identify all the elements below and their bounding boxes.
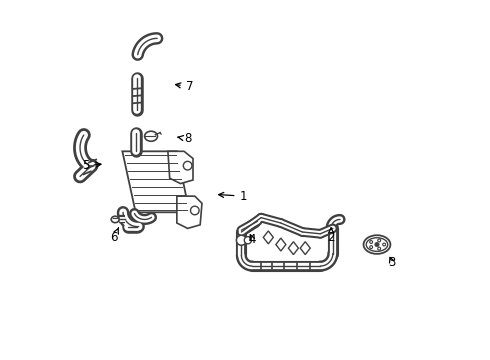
Text: 2: 2 — [327, 228, 335, 244]
Polygon shape — [300, 242, 310, 255]
Circle shape — [378, 247, 381, 250]
Circle shape — [245, 237, 251, 244]
Text: 1: 1 — [219, 190, 247, 203]
Text: 8: 8 — [178, 132, 191, 145]
Circle shape — [191, 206, 199, 215]
Text: 6: 6 — [110, 228, 119, 244]
Circle shape — [375, 242, 379, 247]
Ellipse shape — [364, 235, 391, 254]
Circle shape — [370, 246, 372, 248]
Polygon shape — [122, 151, 190, 212]
Polygon shape — [168, 151, 193, 184]
Polygon shape — [263, 231, 273, 244]
Text: 5: 5 — [82, 159, 101, 172]
Text: 3: 3 — [389, 256, 396, 269]
Circle shape — [236, 235, 246, 245]
Polygon shape — [177, 196, 202, 228]
Polygon shape — [276, 238, 286, 251]
Circle shape — [378, 239, 381, 242]
Ellipse shape — [111, 216, 119, 223]
Circle shape — [183, 161, 192, 170]
Polygon shape — [289, 242, 298, 255]
Ellipse shape — [145, 131, 157, 141]
Text: 7: 7 — [175, 80, 193, 93]
Ellipse shape — [366, 238, 388, 251]
Circle shape — [383, 243, 386, 246]
Circle shape — [370, 240, 372, 243]
Text: 4: 4 — [248, 233, 256, 246]
